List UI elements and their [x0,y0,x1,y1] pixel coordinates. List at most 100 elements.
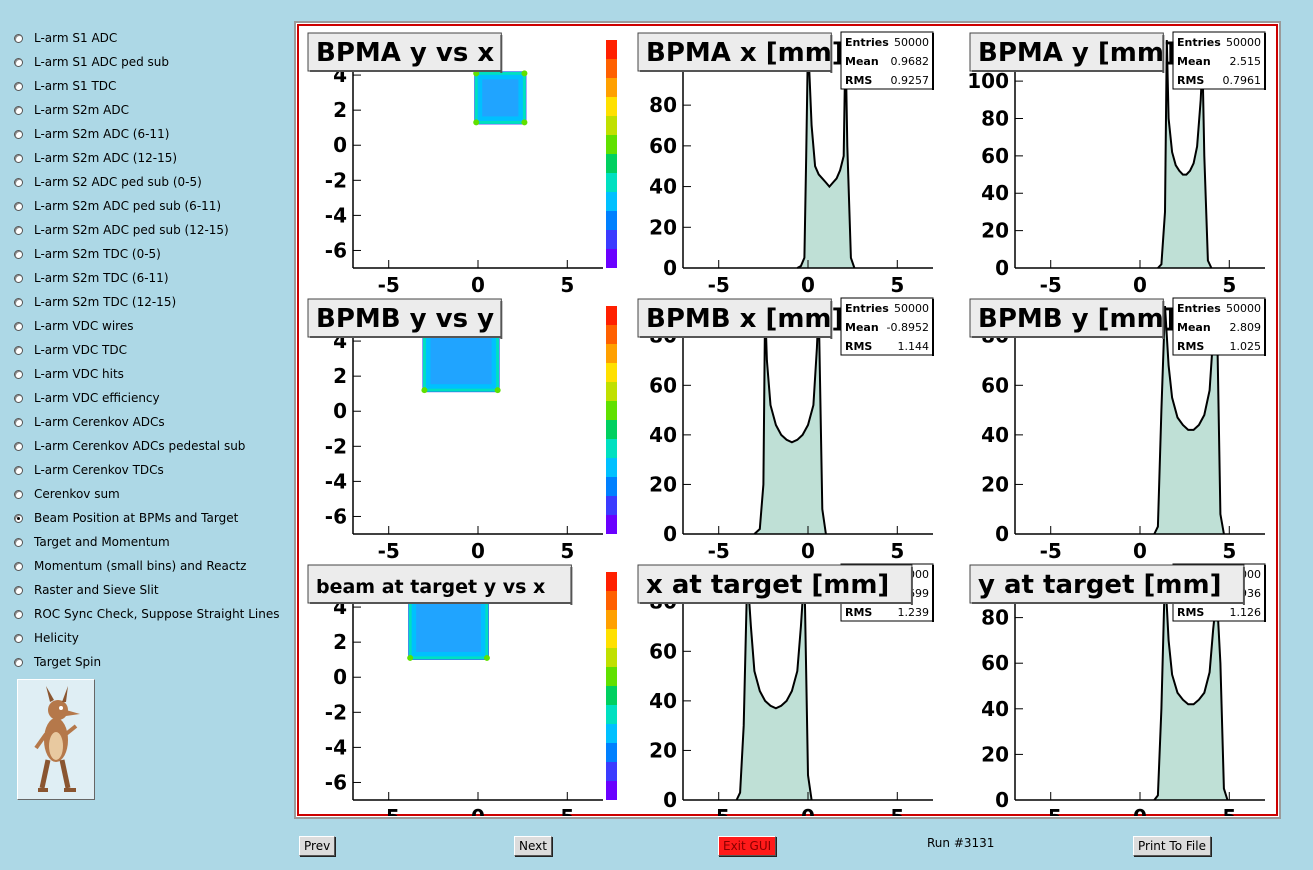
radio-unselected-icon[interactable] [14,465,23,475]
stats-value: 50000 [894,302,929,315]
radio-unselected-icon[interactable] [14,369,23,379]
radio-unselected-icon[interactable] [14,489,23,499]
radio-option[interactable]: Target and Momentum [14,532,170,552]
radio-option[interactable]: L-arm Cerenkov ADCs [14,412,165,432]
radio-option[interactable]: L-arm S1 ADC ped sub [14,52,169,72]
radio-unselected-icon[interactable] [14,585,23,595]
radio-option[interactable]: L-arm S2m TDC (0-5) [14,244,161,264]
radio-option[interactable]: Helicity [14,628,79,648]
radio-unselected-icon[interactable] [14,177,23,187]
radio-unselected-icon[interactable] [14,441,23,451]
radio-unselected-icon[interactable] [14,57,23,67]
radio-option[interactable]: ROC Sync Check, Suppose Straight Lines [14,604,279,624]
stats-value: 2.809 [1230,321,1262,334]
stats-key: RMS [845,340,872,353]
radio-unselected-icon[interactable] [14,153,23,163]
radio-option[interactable]: L-arm S2m ADC ped sub (12-15) [14,220,229,240]
radio-option[interactable]: Cerenkov sum [14,484,120,504]
radio-option[interactable]: L-arm S1 ADC [14,28,117,48]
radio-unselected-icon[interactable] [14,321,23,331]
radio-option[interactable]: L-arm S2m ADC (6-11) [14,124,169,144]
stats-key: Entries [845,36,889,49]
radio-unselected-icon[interactable] [14,417,23,427]
radio-unselected-icon[interactable] [14,609,23,619]
radio-option-label: L-arm S2m TDC (0-5) [34,247,161,261]
radio-option[interactable]: L-arm S2m TDC (12-15) [14,292,176,312]
palette-segment [606,439,617,458]
stats-value: 1.239 [898,606,930,619]
radio-option[interactable]: L-arm VDC hits [14,364,124,384]
histogram-fill [797,40,855,268]
radio-unselected-icon[interactable] [14,345,23,355]
x-tick-label: -5 [1040,539,1062,563]
radio-option[interactable]: Beam Position at BPMs and Target [14,508,238,528]
radio-option[interactable]: L-arm S2m ADC (12-15) [14,148,177,168]
radio-option-label: L-arm S2m ADC ped sub (12-15) [34,223,229,237]
stats-key: Mean [1177,321,1211,334]
radio-option-label: L-arm Cerenkov ADCs [34,415,165,429]
plot-pad: Entries50000Mean-0.8952RMS1.144020406080… [637,297,934,563]
heatmap-corner [521,70,528,77]
radio-unselected-icon[interactable] [14,105,23,115]
plot-title-box: BPMB y [mm] [969,298,1176,339]
radio-option[interactable]: L-arm S2m ADC ped sub (6-11) [14,196,221,216]
y-tick-label: 100 [967,69,1009,93]
radio-option[interactable]: L-arm S2 ADC ped sub (0-5) [14,172,202,192]
x-tick-label: -5 [1040,805,1062,816]
y-tick-label: 2 [333,98,347,122]
coyote-mascot-icon [17,679,95,800]
radio-unselected-icon[interactable] [14,537,23,547]
exit-gui-button[interactable]: Exit GUI [718,836,777,856]
stats-box-frame [1172,31,1266,90]
plot-pad: Entries50000Mean2.809RMS1.025020406080-5… [969,297,1266,563]
palette-segment [606,705,617,724]
next-button[interactable]: Next [514,836,552,856]
radio-option[interactable]: L-arm S2m ADC [14,100,129,120]
radio-unselected-icon[interactable] [14,129,23,139]
x-tick-label: 0 [471,273,485,297]
radio-unselected-icon[interactable] [14,657,23,667]
radio-option[interactable]: L-arm S1 TDC [14,76,116,96]
radio-selected-icon[interactable] [14,513,23,523]
radio-unselected-icon[interactable] [14,225,23,235]
palette-segment [606,344,617,363]
plot-title: BPMA y [mm] [978,38,1176,68]
print-to-file-button[interactable]: Print To File [1133,836,1211,856]
stats-value: 0.9257 [891,74,930,87]
radio-unselected-icon[interactable] [14,297,23,307]
prev-button[interactable]: Prev [299,836,336,856]
radio-option[interactable]: L-arm Cerenkov ADCs pedestal sub [14,436,245,456]
plot-title-frame [969,32,1164,72]
palette-segment [606,610,617,629]
radio-option[interactable]: L-arm Cerenkov TDCs [14,460,164,480]
radio-unselected-icon[interactable] [14,561,23,571]
radio-unselected-icon[interactable] [14,393,23,403]
radio-unselected-icon[interactable] [14,273,23,283]
plot-canvas[interactable]: -6 -4 -2 0 2 4 -5 0 5 BPMA y vs x Entries 50000 Mean… [294,21,1281,829]
radio-option[interactable]: L-arm VDC wires [14,316,133,336]
radio-unselected-icon[interactable] [14,201,23,211]
palette-segment [606,762,617,781]
plot-title: BPMB y [mm] [978,304,1176,334]
radio-option[interactable]: Target Spin [14,652,101,672]
radio-option[interactable]: Raster and Sieve Slit [14,580,159,600]
plot-title-box: BPMA y [mm] [969,32,1176,73]
radio-option-label: Beam Position at BPMs and Target [34,511,239,525]
x-tick-label: 5 [890,805,904,816]
y-tick-label: 2 [333,364,347,388]
radio-option[interactable]: L-arm S2m TDC (6-11) [14,268,169,288]
radio-option[interactable]: Momentum (small bins) and Reactz [14,556,246,576]
palette-segment [606,458,617,477]
radio-option[interactable]: L-arm VDC efficiency [14,388,160,408]
palette-segment [606,686,617,705]
radio-unselected-icon[interactable] [14,33,23,43]
radio-unselected-icon[interactable] [14,81,23,91]
radio-unselected-icon[interactable] [14,249,23,259]
radio-unselected-icon[interactable] [14,633,23,643]
x-tick-label: 5 [560,273,574,297]
plot-title-box: y at target [mm] [969,564,1245,605]
radio-option-label: Target and Momentum [34,535,170,549]
palette-segment [606,496,617,515]
palette-segment [606,724,617,743]
radio-option[interactable]: L-arm VDC TDC [14,340,127,360]
